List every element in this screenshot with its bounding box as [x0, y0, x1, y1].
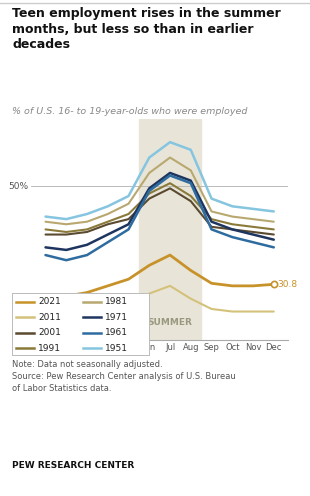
Bar	[139, 119, 201, 340]
Text: 1991: 1991	[38, 344, 61, 353]
Text: SUMMER: SUMMER	[148, 318, 193, 327]
Text: PEW RESEARCH CENTER: PEW RESEARCH CENTER	[12, 461, 135, 470]
Text: 1961: 1961	[105, 328, 128, 337]
Text: 2001: 2001	[38, 328, 61, 337]
Text: % of U.S. 16- to 19-year-olds who were employed: % of U.S. 16- to 19-year-olds who were e…	[12, 107, 248, 116]
Text: Teen employment rises in the summer
months, but less so than in earlier
decades: Teen employment rises in the summer mont…	[12, 7, 281, 52]
Text: 1951: 1951	[105, 344, 128, 353]
Text: 2011: 2011	[38, 313, 61, 322]
Text: 2021: 2021	[38, 298, 61, 307]
Text: 30.8: 30.8	[277, 280, 297, 289]
Text: Note: Data not seasonally adjusted.
Source: Pew Research Center analysis of U.S.: Note: Data not seasonally adjusted. Sour…	[12, 360, 236, 393]
Text: 1981: 1981	[105, 298, 128, 307]
Text: 1971: 1971	[105, 313, 128, 322]
Text: 27.9: 27.9	[22, 295, 42, 304]
